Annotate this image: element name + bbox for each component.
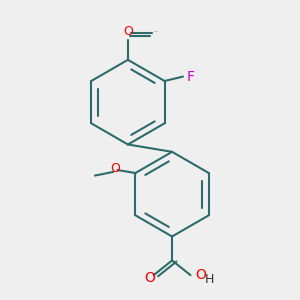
- Text: O: O: [110, 162, 120, 175]
- Text: F: F: [187, 70, 195, 84]
- Text: O: O: [124, 25, 134, 38]
- Text: O: O: [195, 268, 206, 282]
- Text: H: H: [205, 273, 214, 286]
- Text: O: O: [144, 271, 155, 285]
- Text: methyl: methyl: [154, 31, 159, 32]
